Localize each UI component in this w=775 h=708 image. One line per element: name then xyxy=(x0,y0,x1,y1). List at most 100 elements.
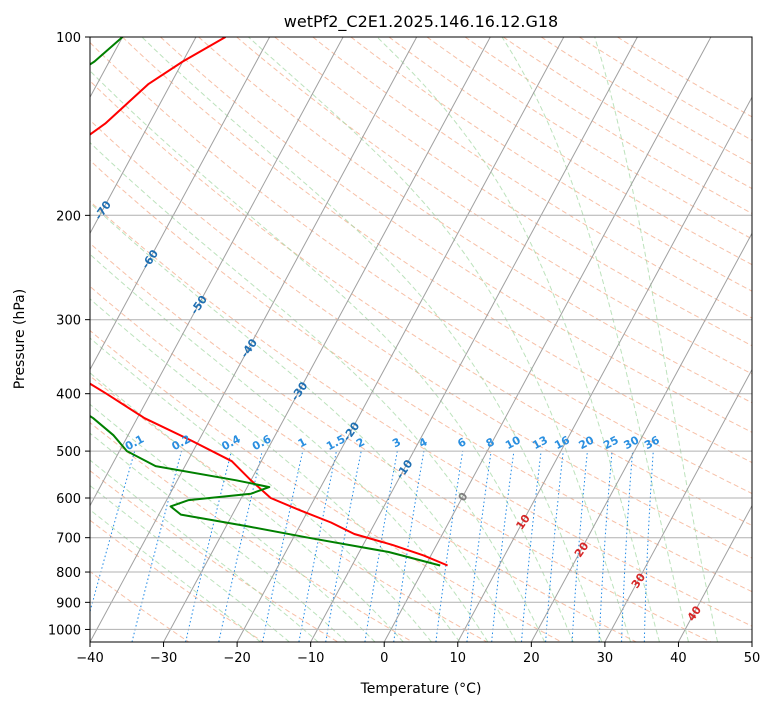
dry-adiabat xyxy=(90,285,637,642)
moist-adiabat xyxy=(90,298,461,642)
isotherm xyxy=(90,37,197,235)
dry-adiabat xyxy=(90,159,752,593)
dry-adiabat xyxy=(579,37,752,141)
moist-adiabat xyxy=(90,202,517,642)
y-axis: 100 200 300 400 500 600 700 800 900 1000 xyxy=(48,31,90,638)
moist-adiabat xyxy=(90,403,376,642)
mixing-ratio-line xyxy=(491,451,515,642)
plot-area: 0.10.20.40.611.52346810131620253036-100-… xyxy=(0,37,752,642)
y-tick-label: 300 xyxy=(56,314,81,329)
mixing-ratio-line xyxy=(521,451,542,642)
dewpoint-profile xyxy=(90,37,441,567)
isotherm xyxy=(163,37,491,642)
x-tick-label: 40 xyxy=(670,651,687,666)
x-tick-label: 30 xyxy=(597,651,614,666)
mixing-ratio-line xyxy=(218,450,263,642)
mixing-ratio-label: 36 xyxy=(642,433,662,452)
mixing-ratio-label: 13 xyxy=(530,433,550,452)
isotherm-label: -80 xyxy=(41,157,63,181)
mixing-ratio-line xyxy=(435,451,464,642)
dry-adiabat xyxy=(90,41,752,495)
mixing-ratio-line xyxy=(571,451,588,642)
moist-adiabat xyxy=(90,141,546,642)
y-tick-label: 600 xyxy=(56,492,81,507)
plot-frame xyxy=(89,36,753,643)
y-axis-label: Pressure (hPa) xyxy=(12,289,28,389)
isotherm xyxy=(604,368,752,642)
moist-adiabat xyxy=(90,70,574,642)
mixing-ratio-line xyxy=(393,451,425,642)
isotherm xyxy=(90,37,344,507)
x-tick-label: −30 xyxy=(150,651,177,666)
dry-adiabat xyxy=(198,37,752,404)
moist-adiabat xyxy=(90,372,404,642)
x-tick-label: −40 xyxy=(76,651,103,666)
mixing-ratio-label: 20 xyxy=(577,433,597,452)
mixing-ratio-lines xyxy=(90,450,654,642)
dry-adiabat xyxy=(90,329,562,642)
dry-adiabat xyxy=(90,242,712,642)
mixing-ratio-line xyxy=(185,450,232,642)
moist-adiabat xyxy=(501,37,689,642)
dry-adiabat xyxy=(90,519,264,642)
moist-adiabat xyxy=(141,37,603,642)
isotherm xyxy=(236,37,565,642)
moist-adiabat xyxy=(376,37,660,642)
mixing-ratio-line xyxy=(545,451,564,642)
moist-adiabat xyxy=(90,509,261,642)
y-tick-label: 700 xyxy=(56,532,81,547)
isotherm xyxy=(383,37,712,642)
y-tick-label: 900 xyxy=(56,596,81,611)
x-tick-label: 10 xyxy=(450,651,467,666)
y-tick-label: 800 xyxy=(56,566,81,581)
dry-adiabat xyxy=(426,37,752,240)
x-tick-label: 50 xyxy=(744,651,761,666)
dry-adiabat xyxy=(90,421,413,642)
mixing-ratio-label: 16 xyxy=(552,433,572,452)
y-tick-label: 1000 xyxy=(48,623,81,638)
moist-adiabat xyxy=(248,37,632,642)
dry-adiabat xyxy=(502,37,752,190)
mixing-ratio-line xyxy=(466,451,492,642)
isotherm xyxy=(90,37,418,642)
moist-adiabat xyxy=(90,253,489,642)
isotherm xyxy=(90,37,271,371)
dry-adiabats xyxy=(90,37,752,642)
x-axis: −40 −30 −20 −10 0 10 20 30 40 50 xyxy=(76,642,760,666)
y-tick-label: 500 xyxy=(56,445,81,460)
mixing-ratio-line xyxy=(90,450,136,614)
isotherm-label: -90 xyxy=(0,112,14,136)
dry-adiabat xyxy=(388,37,752,266)
dry-adiabat xyxy=(160,37,752,433)
x-axis-label: Temperature (°C) xyxy=(360,681,482,697)
dry-adiabat xyxy=(540,37,752,165)
isotherm xyxy=(677,504,752,642)
isotherm xyxy=(751,640,752,642)
x-tick-label: −20 xyxy=(223,651,250,666)
dry-adiabat xyxy=(236,37,752,375)
x-tick-label: 0 xyxy=(380,651,388,666)
y-tick-label: 400 xyxy=(56,388,81,403)
chart-title: wetPf2_C2E1.2025.146.16.12.G18 xyxy=(284,12,558,32)
y-tick-label: 100 xyxy=(56,31,81,46)
moist-adiabat xyxy=(90,432,347,642)
isotherm xyxy=(530,232,752,642)
profiles xyxy=(90,37,448,567)
dry-adiabat xyxy=(274,37,752,347)
dry-adiabat xyxy=(312,37,752,319)
dry-adiabat xyxy=(464,37,752,215)
moist-adiabats xyxy=(90,37,718,642)
temperature-profile xyxy=(90,37,448,567)
mixing-ratio-label: 30 xyxy=(622,433,642,452)
moist-adiabat xyxy=(90,484,290,642)
moist-adiabat xyxy=(594,37,718,642)
mixing-ratio-line xyxy=(262,450,304,642)
y-tick-label: 200 xyxy=(56,209,81,224)
mixing-ratio-label: 25 xyxy=(601,433,621,452)
isotherm xyxy=(457,96,752,642)
moist-adiabat xyxy=(90,459,319,642)
dry-adiabat xyxy=(90,119,752,559)
isotherm xyxy=(310,37,638,642)
mixing-ratio-label: 10 xyxy=(503,433,523,452)
